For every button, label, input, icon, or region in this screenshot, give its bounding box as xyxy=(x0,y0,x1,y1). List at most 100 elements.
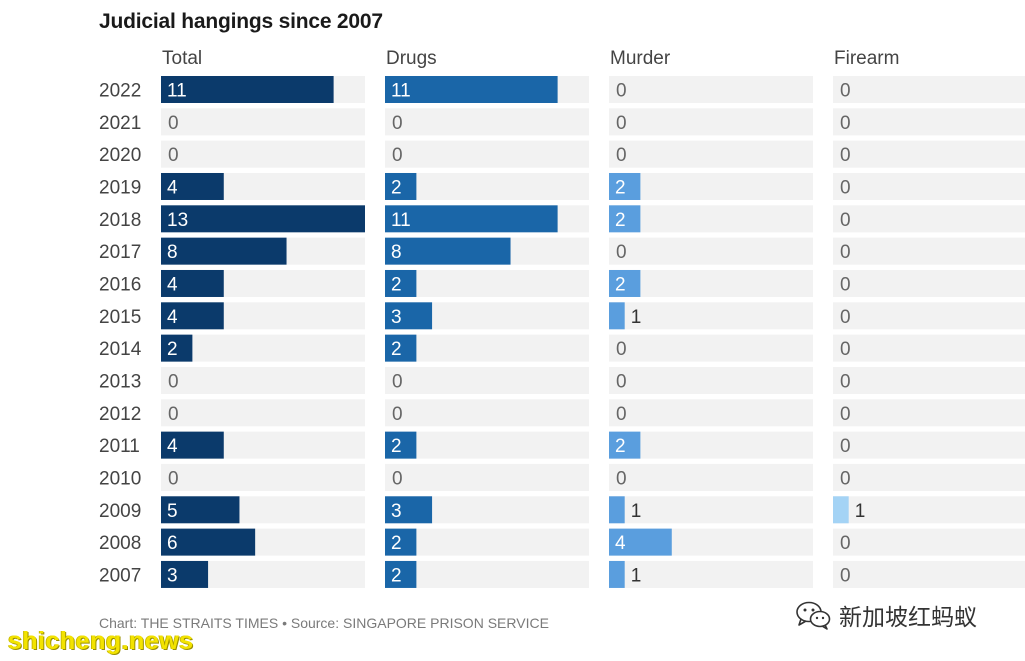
data-label: 2 xyxy=(615,177,626,198)
wechat-icon xyxy=(795,600,831,630)
bar-track xyxy=(609,269,813,297)
data-label: 4 xyxy=(615,533,626,554)
bar-track xyxy=(609,463,813,491)
year-label: 2022 xyxy=(99,81,141,102)
bar-track xyxy=(833,496,1025,524)
bar-total xyxy=(161,560,209,588)
bar-murder xyxy=(609,302,625,330)
data-label: 4 xyxy=(167,177,178,198)
data-label: 2 xyxy=(391,339,402,360)
data-label: 5 xyxy=(167,501,178,522)
bar-track xyxy=(833,528,1025,556)
year-label: 2012 xyxy=(99,404,141,425)
bar-track xyxy=(833,269,1025,297)
data-label: 8 xyxy=(391,242,402,263)
data-label: 0 xyxy=(840,436,851,457)
bar-track xyxy=(833,237,1025,265)
bar-track xyxy=(609,560,813,588)
year-label: 2011 xyxy=(99,436,140,457)
bar-track xyxy=(833,560,1025,588)
bar-murder xyxy=(609,496,625,524)
bar-drugs xyxy=(385,560,417,588)
bar-total xyxy=(161,172,224,200)
bar-murder xyxy=(609,172,641,200)
panel-header-drugs: Drugs xyxy=(386,48,437,69)
bar-track xyxy=(833,172,1025,200)
bar-drugs xyxy=(385,205,558,233)
bar-total xyxy=(161,302,224,330)
data-label: 0 xyxy=(840,242,851,263)
bar-track xyxy=(833,431,1025,459)
bar-murder xyxy=(609,560,625,588)
chart-title: Judicial hangings since 2007 xyxy=(99,10,383,33)
panel-header-firearm: Firearm xyxy=(834,48,899,69)
bar-drugs xyxy=(385,496,433,524)
data-label: 0 xyxy=(616,339,627,360)
bar-total xyxy=(161,431,224,459)
bar-track xyxy=(609,108,813,136)
data-label: 2 xyxy=(615,436,626,457)
bar-track xyxy=(833,302,1025,330)
year-label: 2010 xyxy=(99,468,141,489)
data-label: 2 xyxy=(615,274,626,295)
data-label: 2 xyxy=(391,565,402,586)
data-label: 0 xyxy=(840,145,851,166)
data-label: 0 xyxy=(840,307,851,328)
data-label: 2 xyxy=(391,177,402,198)
bar-track xyxy=(609,366,813,394)
bar-track xyxy=(833,108,1025,136)
data-label: 0 xyxy=(392,145,403,166)
data-label: 0 xyxy=(168,468,179,489)
bar-total xyxy=(161,334,193,362)
bar-track xyxy=(833,463,1025,491)
data-label: 4 xyxy=(167,436,178,457)
bar-track xyxy=(385,140,589,168)
bar-firearm xyxy=(833,496,849,524)
year-label: 2013 xyxy=(99,371,141,392)
bar-track xyxy=(609,237,813,265)
watermark-shicheng: shicheng.news xyxy=(8,627,194,655)
bar-drugs xyxy=(385,269,417,297)
data-label: 0 xyxy=(840,339,851,360)
bar-track xyxy=(833,399,1025,427)
bar-track xyxy=(161,108,365,136)
bar-total xyxy=(161,205,365,233)
data-label: 0 xyxy=(840,468,851,489)
data-label: 0 xyxy=(392,371,403,392)
data-label: 0 xyxy=(168,371,179,392)
bar-drugs xyxy=(385,334,417,362)
data-label: 0 xyxy=(840,177,851,198)
bar-murder xyxy=(609,528,672,556)
data-label: 2 xyxy=(615,210,626,231)
bar-total xyxy=(161,528,256,556)
data-label: 2 xyxy=(391,533,402,554)
data-label: 0 xyxy=(616,145,627,166)
bar-track xyxy=(161,334,365,362)
data-label: 0 xyxy=(616,113,627,134)
data-label: 3 xyxy=(167,565,178,586)
data-label: 0 xyxy=(840,81,851,102)
bar-track xyxy=(385,334,589,362)
bar-drugs xyxy=(385,172,417,200)
data-label: 0 xyxy=(840,371,851,392)
data-label: 0 xyxy=(392,404,403,425)
data-label: 11 xyxy=(167,81,187,102)
bar-track xyxy=(385,528,589,556)
year-label: 2018 xyxy=(99,210,141,231)
bar-total xyxy=(161,496,240,524)
bar-track xyxy=(161,366,365,394)
panel-header-total: Total xyxy=(162,48,202,69)
bar-total xyxy=(161,269,224,297)
bar-track xyxy=(161,399,365,427)
data-label: 2 xyxy=(167,339,178,360)
bar-track xyxy=(833,205,1025,233)
chart-source-footer: Chart: THE STRAITS TIMES • Source: SINGA… xyxy=(99,615,549,631)
data-label: 0 xyxy=(392,468,403,489)
bar-track xyxy=(609,205,813,233)
data-label: 0 xyxy=(392,113,403,134)
data-label: 0 xyxy=(840,113,851,134)
bar-track xyxy=(609,140,813,168)
data-label: 0 xyxy=(168,404,179,425)
data-label: 0 xyxy=(840,533,851,554)
